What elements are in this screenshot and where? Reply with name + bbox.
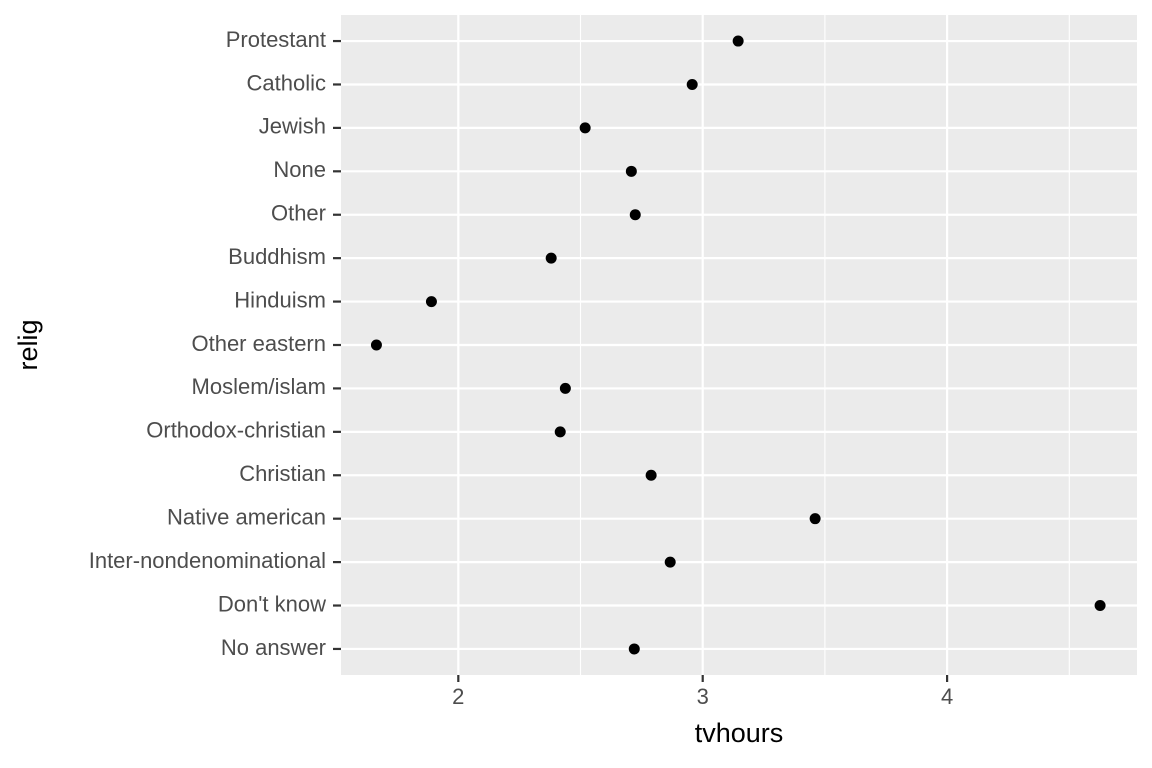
y-tick-label: Hinduism xyxy=(234,287,326,312)
y-tick-label: Don't know xyxy=(218,591,326,616)
point xyxy=(628,643,640,655)
y-axis-title: relig xyxy=(13,319,43,370)
point xyxy=(1094,600,1106,612)
point xyxy=(629,209,641,221)
y-tick-label: Catholic xyxy=(247,70,326,95)
y-tick-label: Buddhism xyxy=(228,244,326,269)
point xyxy=(559,382,571,394)
x-tick-label: 3 xyxy=(697,684,709,709)
y-tick-label: Native american xyxy=(167,504,326,529)
point xyxy=(370,339,382,351)
y-tick-label: Other xyxy=(271,201,326,226)
y-tick-label: Orthodox-christian xyxy=(146,418,326,443)
point xyxy=(425,296,437,308)
point xyxy=(809,513,821,525)
y-tick-label: Moslem/islam xyxy=(192,374,326,399)
point xyxy=(645,469,657,481)
point xyxy=(579,122,591,134)
y-tick-label: None xyxy=(273,157,326,182)
x-axis-title: tvhours xyxy=(695,718,784,748)
y-tick-label: Christian xyxy=(239,461,326,486)
point xyxy=(732,35,744,47)
x-tick-label: 2 xyxy=(452,684,464,709)
y-tick-label: Jewish xyxy=(259,114,326,139)
y-tick-label: No answer xyxy=(221,635,326,660)
point xyxy=(545,252,557,264)
point xyxy=(554,426,566,438)
point xyxy=(686,78,698,90)
x-tick-label: 4 xyxy=(941,684,953,709)
y-tick-label: Inter-nondenominational xyxy=(89,548,326,573)
y-tick-label: Other eastern xyxy=(191,331,326,356)
point xyxy=(625,165,637,177)
y-tick-label: Protestant xyxy=(226,27,326,52)
point xyxy=(664,556,676,568)
